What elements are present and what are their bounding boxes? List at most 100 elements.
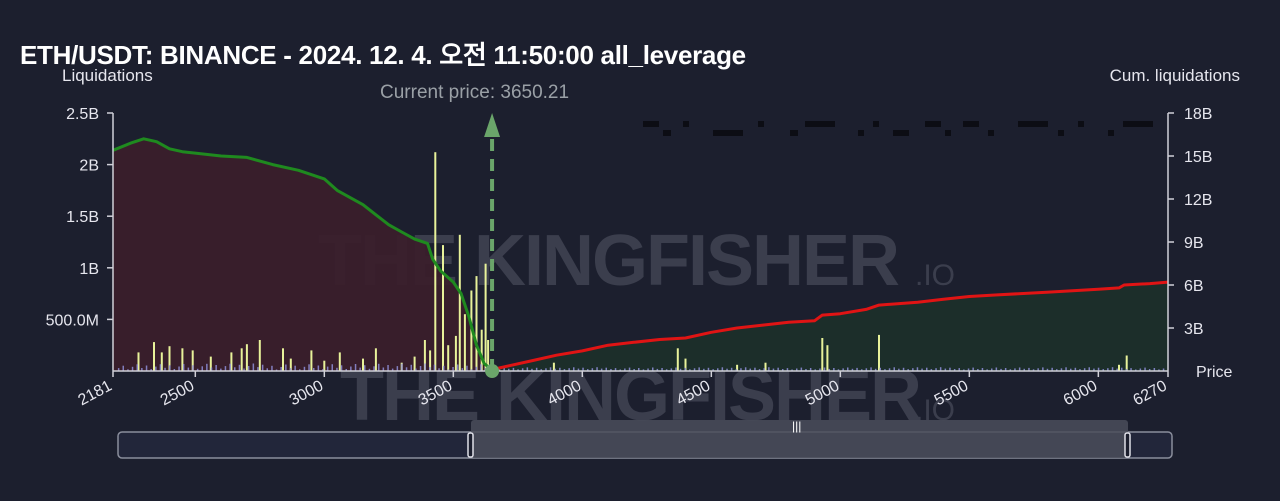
liquidation-bar — [364, 365, 366, 371]
liquidation-bar — [726, 368, 728, 371]
liquidation-bar — [531, 368, 533, 371]
liquidation-bar — [939, 367, 942, 371]
liquidation-bar — [206, 363, 208, 371]
liquidation-bar — [665, 369, 668, 371]
range-slider-left-handle[interactable] — [467, 432, 474, 458]
liquidation-bar — [463, 314, 466, 371]
x-tick-label: 2500 — [158, 377, 197, 409]
liquidation-bar — [907, 369, 909, 371]
liquidation-bar — [600, 368, 603, 371]
legend-dash — [758, 121, 764, 127]
liquidation-bar — [596, 367, 598, 371]
liquidation-bar — [137, 352, 140, 371]
left-tick-label: 500.0M — [46, 312, 99, 329]
right-tick-label: 18B — [1184, 106, 1212, 123]
range-slider[interactable]: ||| — [117, 419, 1173, 459]
liquidation-bar — [624, 368, 626, 371]
liquidation-bar — [410, 364, 412, 371]
legend-dash — [663, 130, 671, 136]
liquidation-bar — [303, 366, 306, 371]
liquidation-bar — [413, 356, 416, 371]
liquidation-bar — [374, 348, 377, 371]
liquidation-bar — [289, 358, 292, 371]
legend-dash — [963, 121, 979, 127]
liquidation-bar — [847, 367, 849, 371]
liquidation-bar — [777, 367, 779, 371]
liquidation-bar — [191, 350, 194, 371]
liquidation-bar — [387, 365, 389, 371]
liquidation-bar — [1009, 369, 1012, 371]
cumulative-lines — [112, 137, 1169, 372]
legend-dash — [945, 130, 951, 136]
liquidation-bar — [484, 263, 487, 371]
liquidation-bar — [1158, 369, 1160, 371]
liquidation-bar — [981, 368, 984, 371]
liquidation-bar — [972, 367, 974, 371]
liquidation-bar — [252, 363, 255, 371]
liquidation-bar — [1000, 368, 1002, 371]
liquidation-bar — [220, 368, 222, 371]
range-slider-window[interactable] — [471, 420, 1128, 458]
liquidation-bar — [117, 368, 120, 371]
liquidation-bar — [245, 344, 248, 371]
liquidation-bar — [247, 366, 250, 371]
legend-dash — [1018, 121, 1048, 127]
liquidation-bar — [210, 367, 213, 371]
left-tick-label: 2B — [79, 158, 99, 175]
liquidation-bar — [1102, 369, 1104, 371]
liquidation-bar — [331, 364, 333, 371]
liquidation-bar — [326, 366, 329, 371]
legend-dash — [1123, 121, 1153, 127]
liquidation-bar — [391, 368, 394, 371]
liquidation-bar — [359, 367, 361, 371]
liquidation-bar — [573, 367, 575, 371]
x-tick-label: 2181 — [75, 377, 114, 409]
liquidation-bar — [833, 368, 835, 371]
legend-dash — [805, 121, 835, 127]
liquidation-bar — [786, 368, 789, 371]
liquidation-bar — [1116, 368, 1118, 371]
liquidation-bar — [401, 363, 403, 371]
liquidation-bar — [257, 367, 259, 371]
liquidation-bar — [396, 366, 399, 371]
liquidation-bar — [442, 245, 444, 371]
liquidation-bar — [526, 367, 529, 371]
liquidation-bar — [893, 367, 895, 371]
liquidation-bar — [1093, 368, 1095, 371]
liquidation-bar — [456, 364, 459, 371]
liquidation-bar — [730, 367, 733, 371]
liquidation-bar — [851, 368, 854, 371]
liquidation-bar — [1023, 368, 1025, 371]
liquidation-bar — [1097, 367, 1100, 371]
liquidation-bar — [1125, 369, 1128, 371]
liquidation-bar — [1051, 367, 1053, 371]
x-tick-label: 6000 — [1061, 377, 1100, 409]
liquidation-bar — [707, 367, 710, 371]
liquidation-bar — [712, 369, 714, 371]
legend-dash — [713, 130, 743, 136]
left-tick-label: 1B — [79, 261, 99, 278]
liquidation-bar — [800, 367, 803, 371]
legend-dash — [988, 130, 994, 136]
liquidation-bar — [805, 369, 807, 371]
liquidation-bar — [240, 348, 243, 371]
liquidation-bar — [282, 348, 284, 371]
liquidation-bar — [187, 367, 190, 371]
right-tick-label: 6B — [1184, 278, 1204, 295]
liquidation-bar — [498, 368, 501, 371]
liquidation-bar — [749, 368, 751, 371]
liquidation-bar — [150, 369, 152, 371]
liquidation-bar — [552, 362, 555, 371]
range-slider-grip-icon[interactable]: ||| — [792, 419, 801, 433]
cumulative-areas — [113, 138, 1168, 371]
liquidation-bar — [271, 365, 273, 371]
liquidation-bar — [540, 369, 542, 371]
liquidation-bar — [1060, 368, 1063, 371]
liquidation-bar — [313, 368, 315, 371]
range-slider-right-handle[interactable] — [1124, 432, 1131, 458]
legend-dash — [1058, 130, 1064, 136]
liquidation-bar — [127, 369, 129, 371]
liquidation-bar — [503, 367, 505, 371]
liquidation-bar — [378, 363, 380, 371]
liquidation-bar — [819, 368, 821, 371]
